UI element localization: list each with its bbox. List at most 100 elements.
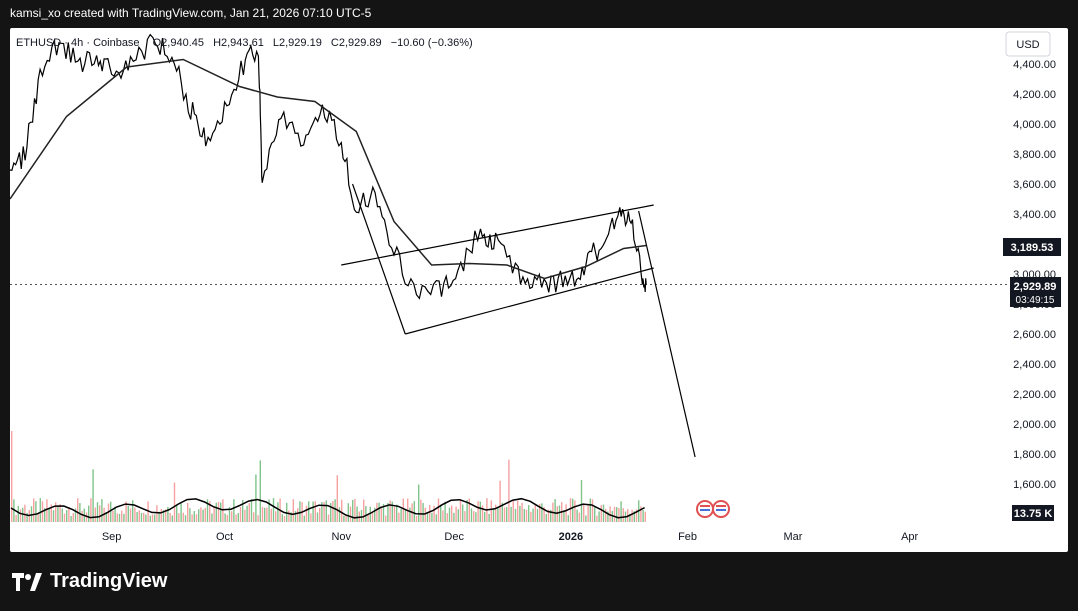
legend-close: C2,929.89 <box>331 37 382 49</box>
projection-line[interactable] <box>638 210 696 458</box>
volume-bar <box>244 509 246 522</box>
caption-bar: kamsi_xo created with TradingView.com, J… <box>0 0 1078 28</box>
channel-lower-trendline[interactable] <box>405 267 654 335</box>
volume-bar <box>134 507 136 522</box>
volume-bar <box>622 508 624 522</box>
tradingview-logo-icon <box>12 572 42 591</box>
volume-bar <box>455 506 457 522</box>
volume-bar <box>602 504 605 522</box>
volume-bar <box>378 502 380 522</box>
volume-bar <box>184 515 187 522</box>
volume-bar <box>19 509 22 522</box>
volume-bar <box>596 515 598 522</box>
x-tick-label: Apr <box>901 531 918 543</box>
volume-bar <box>490 500 492 522</box>
volume-bar <box>13 499 15 522</box>
volume-text: 13.75 K <box>1014 508 1053 520</box>
volume-bar <box>629 513 631 522</box>
volume-bar <box>257 515 259 522</box>
tradingview-logo[interactable]: TradingView <box>12 570 167 593</box>
volume-bar <box>572 498 574 522</box>
volume-bar <box>374 507 376 522</box>
volume-bar <box>250 499 253 522</box>
volume-bar <box>206 499 209 522</box>
volume-bar <box>209 501 211 522</box>
volume-bar <box>578 512 580 522</box>
currency-label: USD <box>1016 39 1039 51</box>
chart-panel[interactable]: ETHUSD · 4h · Coinbase O2,940.45 H2,943.… <box>10 28 1068 552</box>
x-tick-label: Mar <box>783 531 802 543</box>
economic-event-flags[interactable] <box>696 500 730 518</box>
volume-bar <box>123 513 125 522</box>
volume-bar <box>644 511 646 522</box>
volume-bar <box>246 505 248 522</box>
volume-bar <box>435 514 437 522</box>
volume-bar <box>365 506 367 522</box>
x-tick-label: 2026 <box>559 531 583 543</box>
price-axis[interactable]: 4,400.00 4,200.00 4,000.00 3,800.00 3,600.00… <box>1013 59 1056 491</box>
legend-symbol: ETHUSD <box>16 37 61 49</box>
volume-bar <box>356 506 358 522</box>
volume-bar <box>391 501 393 522</box>
volume-bar <box>253 512 255 522</box>
volume-bar <box>105 512 107 522</box>
volume-bar <box>466 500 468 522</box>
volume-bar <box>310 513 312 522</box>
volume-bar <box>418 484 420 522</box>
volume-bar <box>248 503 250 522</box>
volume-bar <box>640 506 642 522</box>
volume-bar <box>380 506 382 522</box>
volume-bar <box>616 507 618 522</box>
volume-bar <box>189 508 191 522</box>
volume-bar <box>426 513 429 522</box>
volume-bar <box>440 504 442 522</box>
volume-bar <box>398 512 400 522</box>
volume-bar <box>226 515 228 522</box>
volume-bar <box>341 499 343 522</box>
x-tick-label: Oct <box>216 531 233 543</box>
volume-bar <box>228 507 231 522</box>
volume-bar <box>429 505 431 522</box>
volume-bar <box>176 505 178 522</box>
volume-bar <box>343 515 345 522</box>
volume-bar <box>30 506 33 522</box>
channel-upper-trendline[interactable] <box>341 204 654 266</box>
volume-bar <box>470 508 473 522</box>
volume-bar <box>268 499 270 522</box>
volume-bar <box>589 498 591 522</box>
volume-bar <box>323 502 325 522</box>
volume-bar <box>534 504 536 522</box>
volume-bar <box>565 504 567 522</box>
volume-bar <box>316 512 319 522</box>
time-axis[interactable]: Sep Oct Nov Dec 2026 Feb Mar Apr <box>102 531 919 543</box>
volume-bar <box>63 513 66 522</box>
volume-bar <box>367 514 369 522</box>
volume-bar <box>59 504 61 522</box>
volume-bar <box>620 501 622 522</box>
volume-bar <box>204 508 206 522</box>
volume-bar <box>94 507 96 522</box>
volume-label <box>1012 505 1054 521</box>
volume-bar <box>70 516 72 522</box>
volume-bar <box>464 511 466 522</box>
volume-bar <box>22 507 24 522</box>
volume-bar <box>303 515 305 522</box>
volume-bar <box>448 507 451 522</box>
volume-bar <box>68 507 70 522</box>
downtrend-line[interactable] <box>351 183 406 335</box>
volume-bar <box>532 508 534 522</box>
volume-bar <box>222 499 224 522</box>
chart-caption: kamsi_xo created with TradingView.com, J… <box>10 6 372 20</box>
price-chart[interactable]: ETHUSD · 4h · Coinbase O2,940.45 H2,943.… <box>10 28 1068 552</box>
volume-bar <box>321 502 323 522</box>
currency-button[interactable] <box>1005 31 1051 57</box>
volume-bar <box>61 508 63 522</box>
volume-bar <box>266 507 268 522</box>
volume-bar <box>459 500 462 522</box>
volume-bar <box>510 507 512 522</box>
volume-bar <box>138 510 140 522</box>
volume-bar <box>169 512 171 522</box>
flag-stripe-4 <box>716 509 726 511</box>
volume-bar <box>495 504 497 522</box>
volume-bar <box>264 507 266 522</box>
